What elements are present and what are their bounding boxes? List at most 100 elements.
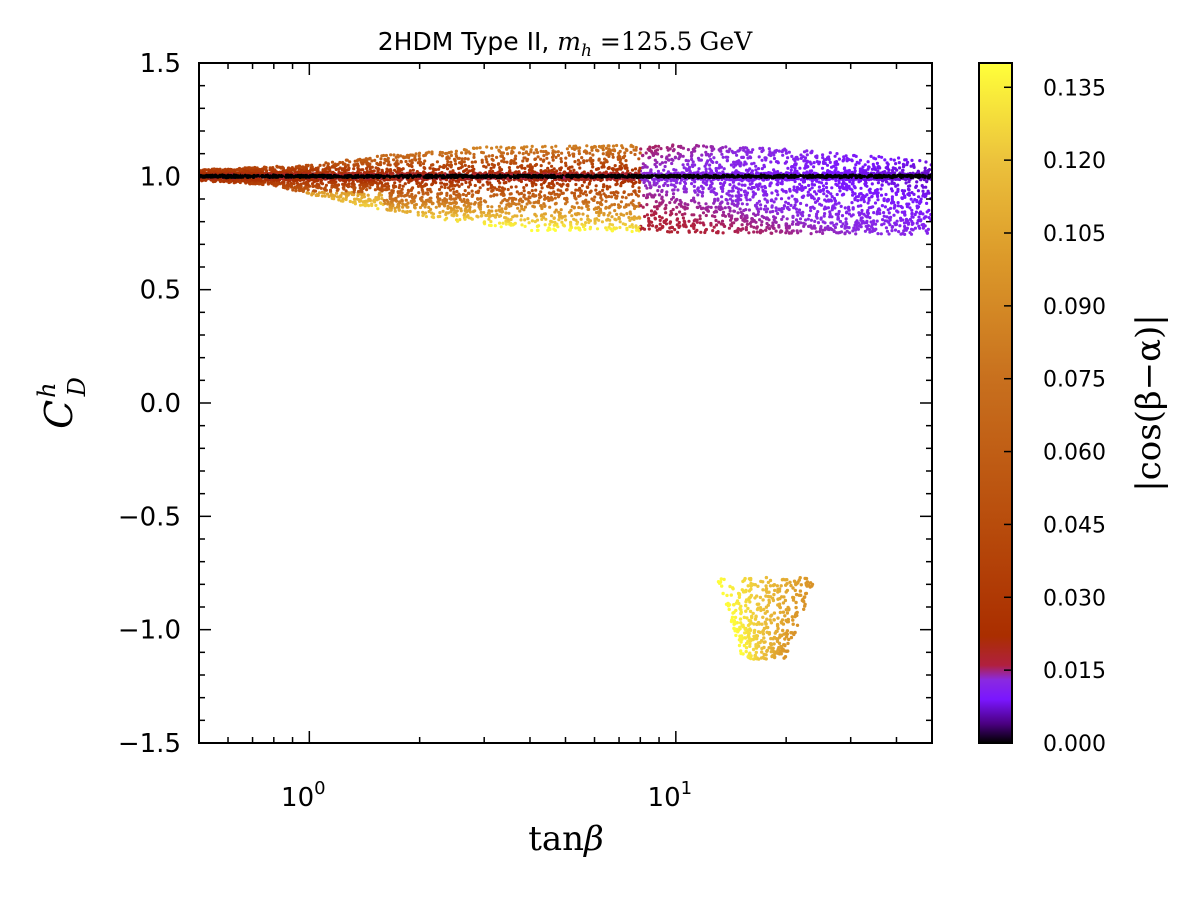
scatter-point	[721, 231, 725, 235]
scatter-point	[486, 204, 490, 209]
scatter-point	[794, 218, 799, 222]
scatter-point	[605, 228, 609, 232]
scatter-point	[890, 168, 895, 173]
scatter-point	[580, 177, 584, 181]
scatter-point	[760, 185, 764, 189]
scatter-point	[854, 195, 859, 199]
scatter-point	[670, 225, 674, 229]
scatter-point	[721, 155, 725, 159]
scatter-point	[229, 168, 233, 172]
scatter-point	[545, 156, 549, 160]
scatter-point	[540, 213, 544, 217]
scatter-point	[396, 205, 400, 209]
scatter-point	[480, 160, 484, 164]
scatter-point	[460, 182, 464, 186]
scatter-point	[494, 209, 498, 213]
scatter-point	[539, 190, 543, 194]
scatter-point	[727, 212, 731, 216]
scatter-point	[590, 171, 594, 175]
scatter-point	[548, 205, 552, 209]
scatter-point	[866, 211, 871, 215]
scatter-point	[660, 161, 665, 165]
scatter-point	[870, 182, 874, 186]
scatter-point	[460, 165, 464, 169]
scatter-point	[676, 188, 680, 192]
scatter-point	[410, 192, 414, 196]
scatter-point	[705, 145, 709, 149]
scatter-point	[539, 183, 544, 187]
scatter-point	[830, 186, 834, 190]
scatter-point	[918, 159, 922, 163]
scatter-point	[760, 220, 764, 224]
scatter-point	[463, 217, 467, 221]
scatter-point	[829, 221, 833, 225]
scatter-point	[487, 217, 491, 221]
scatter-point	[736, 230, 740, 234]
scatter-point	[602, 144, 606, 148]
scatter-point	[749, 224, 753, 228]
scatter-point	[777, 149, 781, 153]
scatter-point	[854, 232, 858, 236]
scatter-point	[810, 169, 814, 173]
scatter-point	[658, 215, 662, 219]
scatter-point	[734, 218, 738, 222]
scatter-point	[506, 187, 510, 192]
scatter-point	[745, 214, 749, 218]
scatter-point	[911, 228, 915, 232]
scatter-point	[639, 204, 643, 208]
scatter-point	[431, 182, 435, 186]
scatter-point	[627, 203, 631, 207]
scatter-point	[847, 212, 852, 216]
scatter-point	[844, 220, 848, 224]
scatter-point	[828, 215, 832, 219]
scatter-point	[605, 184, 609, 188]
scatter-point	[595, 227, 600, 231]
scatter-point	[498, 221, 502, 225]
scatter-point	[708, 163, 712, 167]
scatter-point	[582, 160, 586, 165]
scatter-point	[668, 201, 672, 205]
scatter-point	[610, 223, 615, 227]
scatter-point	[820, 166, 825, 170]
scatter-point	[644, 196, 649, 200]
scatter-point	[515, 190, 519, 194]
scatter-point	[696, 144, 701, 148]
scatter-point	[608, 222, 612, 226]
scatter-point	[799, 153, 803, 157]
scatter-point	[865, 219, 869, 223]
scatter-point	[865, 215, 869, 219]
scatter-point	[884, 226, 889, 230]
scatter-point	[847, 168, 852, 173]
scatter-point	[540, 186, 544, 190]
scatter-point	[798, 217, 803, 221]
scatter-point	[451, 187, 455, 191]
scatter-point	[539, 170, 544, 174]
scatter-point	[739, 215, 743, 220]
scatter-point	[868, 187, 872, 191]
scatter-point	[751, 148, 755, 152]
scatter-point	[501, 221, 505, 225]
scatter-point	[658, 201, 662, 205]
scatter-point	[698, 204, 702, 208]
scatter-point	[352, 167, 356, 171]
scatter-point	[564, 161, 568, 165]
scatter-point	[684, 167, 688, 171]
scatter-point	[911, 221, 915, 225]
scatter-point	[812, 197, 816, 201]
scatter-point	[701, 186, 705, 190]
scatter-point	[730, 202, 734, 206]
scatter-point	[484, 213, 488, 218]
scatter-point	[837, 201, 841, 205]
scatter-point	[535, 150, 540, 155]
scatter-point	[374, 203, 378, 207]
scatter-point	[653, 205, 657, 209]
scatter-point	[429, 196, 433, 200]
scatter-point	[693, 200, 697, 204]
scatter-point	[872, 164, 876, 168]
scatter-point	[686, 148, 691, 152]
scatter-point	[310, 178, 314, 182]
scatter-point	[376, 182, 380, 187]
scatter-point	[900, 232, 905, 236]
scatter-point	[821, 153, 825, 157]
scatter-point	[445, 157, 449, 161]
